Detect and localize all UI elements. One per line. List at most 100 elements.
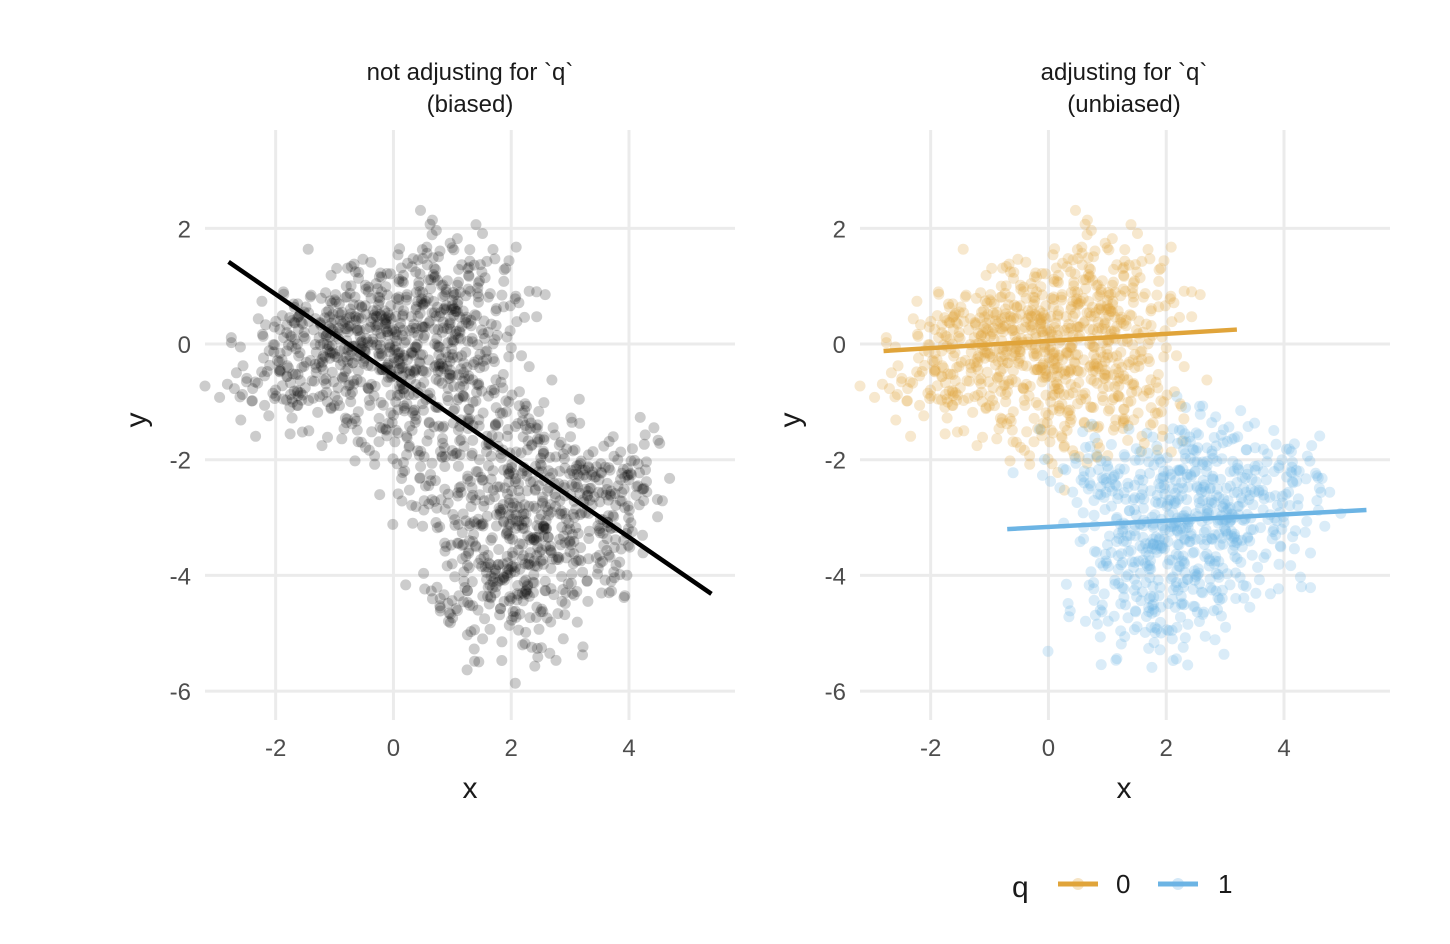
data-point	[520, 508, 532, 520]
data-point	[1115, 290, 1127, 302]
data-point	[496, 289, 508, 301]
data-point	[434, 245, 446, 257]
data-point	[236, 389, 248, 400]
data-point	[621, 569, 633, 581]
data-point	[533, 623, 545, 635]
data-point	[403, 440, 415, 452]
data-point	[380, 323, 392, 335]
data-point	[373, 350, 385, 362]
data-point	[281, 360, 293, 372]
data-point	[359, 279, 371, 291]
data-point	[325, 347, 337, 359]
data-point	[1088, 495, 1100, 506]
data-point	[507, 513, 519, 525]
data-point	[373, 271, 385, 283]
data-point	[502, 424, 514, 435]
data-point	[273, 365, 285, 377]
data-point	[482, 549, 494, 561]
data-point	[556, 571, 568, 582]
data-point	[339, 412, 351, 424]
data-point	[430, 224, 442, 236]
data-point	[533, 406, 545, 417]
data-point	[308, 375, 320, 387]
data-point	[1292, 500, 1304, 512]
data-point	[1089, 545, 1101, 557]
data-point	[947, 298, 959, 310]
data-point	[441, 323, 453, 335]
data-point	[1270, 438, 1282, 450]
data-point	[379, 305, 391, 317]
data-point	[1152, 382, 1164, 394]
legend-key-0-point	[1072, 878, 1084, 890]
data-point	[456, 527, 468, 539]
data-point	[1122, 434, 1134, 446]
data-point	[434, 600, 446, 612]
data-point	[478, 360, 490, 372]
data-point	[1028, 436, 1040, 448]
data-point	[1140, 318, 1152, 330]
data-point	[560, 552, 572, 564]
data-point	[324, 295, 336, 307]
data-point	[414, 286, 426, 298]
data-point	[1088, 375, 1100, 387]
data-point	[1285, 466, 1297, 478]
data-point	[324, 352, 336, 364]
data-point	[521, 588, 533, 600]
data-point	[648, 422, 660, 434]
data-point	[1071, 365, 1083, 377]
data-point	[1142, 244, 1154, 255]
data-point	[1109, 578, 1121, 590]
data-point	[473, 414, 485, 426]
data-point	[487, 353, 499, 364]
data-point	[531, 311, 543, 323]
data-point	[340, 351, 352, 363]
data-point	[389, 436, 401, 448]
data-point	[234, 391, 246, 403]
data-point	[1301, 450, 1313, 462]
data-point	[1176, 477, 1188, 489]
data-point	[503, 508, 515, 520]
data-point	[485, 450, 497, 462]
data-point	[615, 446, 627, 458]
data-point	[533, 531, 545, 543]
data-point	[360, 283, 372, 295]
data-point	[326, 347, 338, 359]
data-point	[1301, 515, 1313, 527]
data-point	[476, 474, 488, 486]
data-point	[523, 361, 535, 373]
data-point	[1137, 554, 1149, 566]
data-point	[529, 660, 541, 672]
data-point	[323, 304, 335, 316]
panel-adjusting: -2 0 2 4-6-4-202 adjusting for `q` (unbiase…	[774, 59, 1390, 805]
data-point	[892, 360, 904, 372]
data-point	[434, 593, 446, 604]
data-point	[1173, 424, 1185, 436]
data-point	[356, 301, 368, 313]
data-point	[502, 569, 514, 581]
data-point	[1067, 486, 1079, 498]
data-point	[1216, 532, 1228, 544]
data-point	[317, 389, 329, 401]
data-point	[553, 554, 564, 565]
data-point	[1187, 547, 1199, 559]
data-point	[1181, 494, 1193, 506]
data-point	[994, 291, 1006, 303]
data-point	[372, 283, 384, 295]
data-point	[423, 417, 435, 429]
y-tick-label: -2	[825, 448, 846, 475]
data-point	[391, 335, 403, 347]
data-point	[350, 415, 362, 427]
data-point	[387, 453, 399, 465]
data-point	[356, 302, 368, 314]
data-point	[379, 313, 391, 325]
data-point	[324, 346, 336, 358]
data-point	[1151, 289, 1163, 301]
data-point	[583, 553, 595, 565]
data-point	[1077, 507, 1089, 519]
data-point	[397, 457, 409, 468]
data-point	[424, 218, 436, 230]
data-point	[513, 400, 525, 412]
data-point	[456, 350, 468, 362]
data-point	[375, 332, 387, 343]
data-point	[1312, 472, 1324, 484]
